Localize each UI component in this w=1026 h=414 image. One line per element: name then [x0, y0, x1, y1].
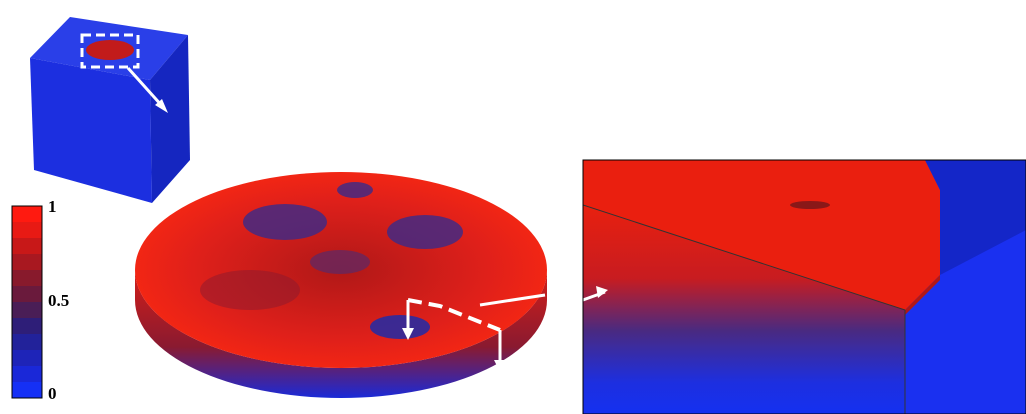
colorbar: 1 0.5 0 [11, 197, 69, 403]
colorbar-label: 1 [48, 197, 57, 216]
zoom-frame [582, 159, 1026, 414]
cube [30, 17, 190, 203]
colorbar-label: 0.5 [48, 291, 69, 310]
colorbar-label: 0 [48, 384, 57, 403]
disk [135, 172, 547, 398]
zoom-view [583, 160, 1026, 414]
